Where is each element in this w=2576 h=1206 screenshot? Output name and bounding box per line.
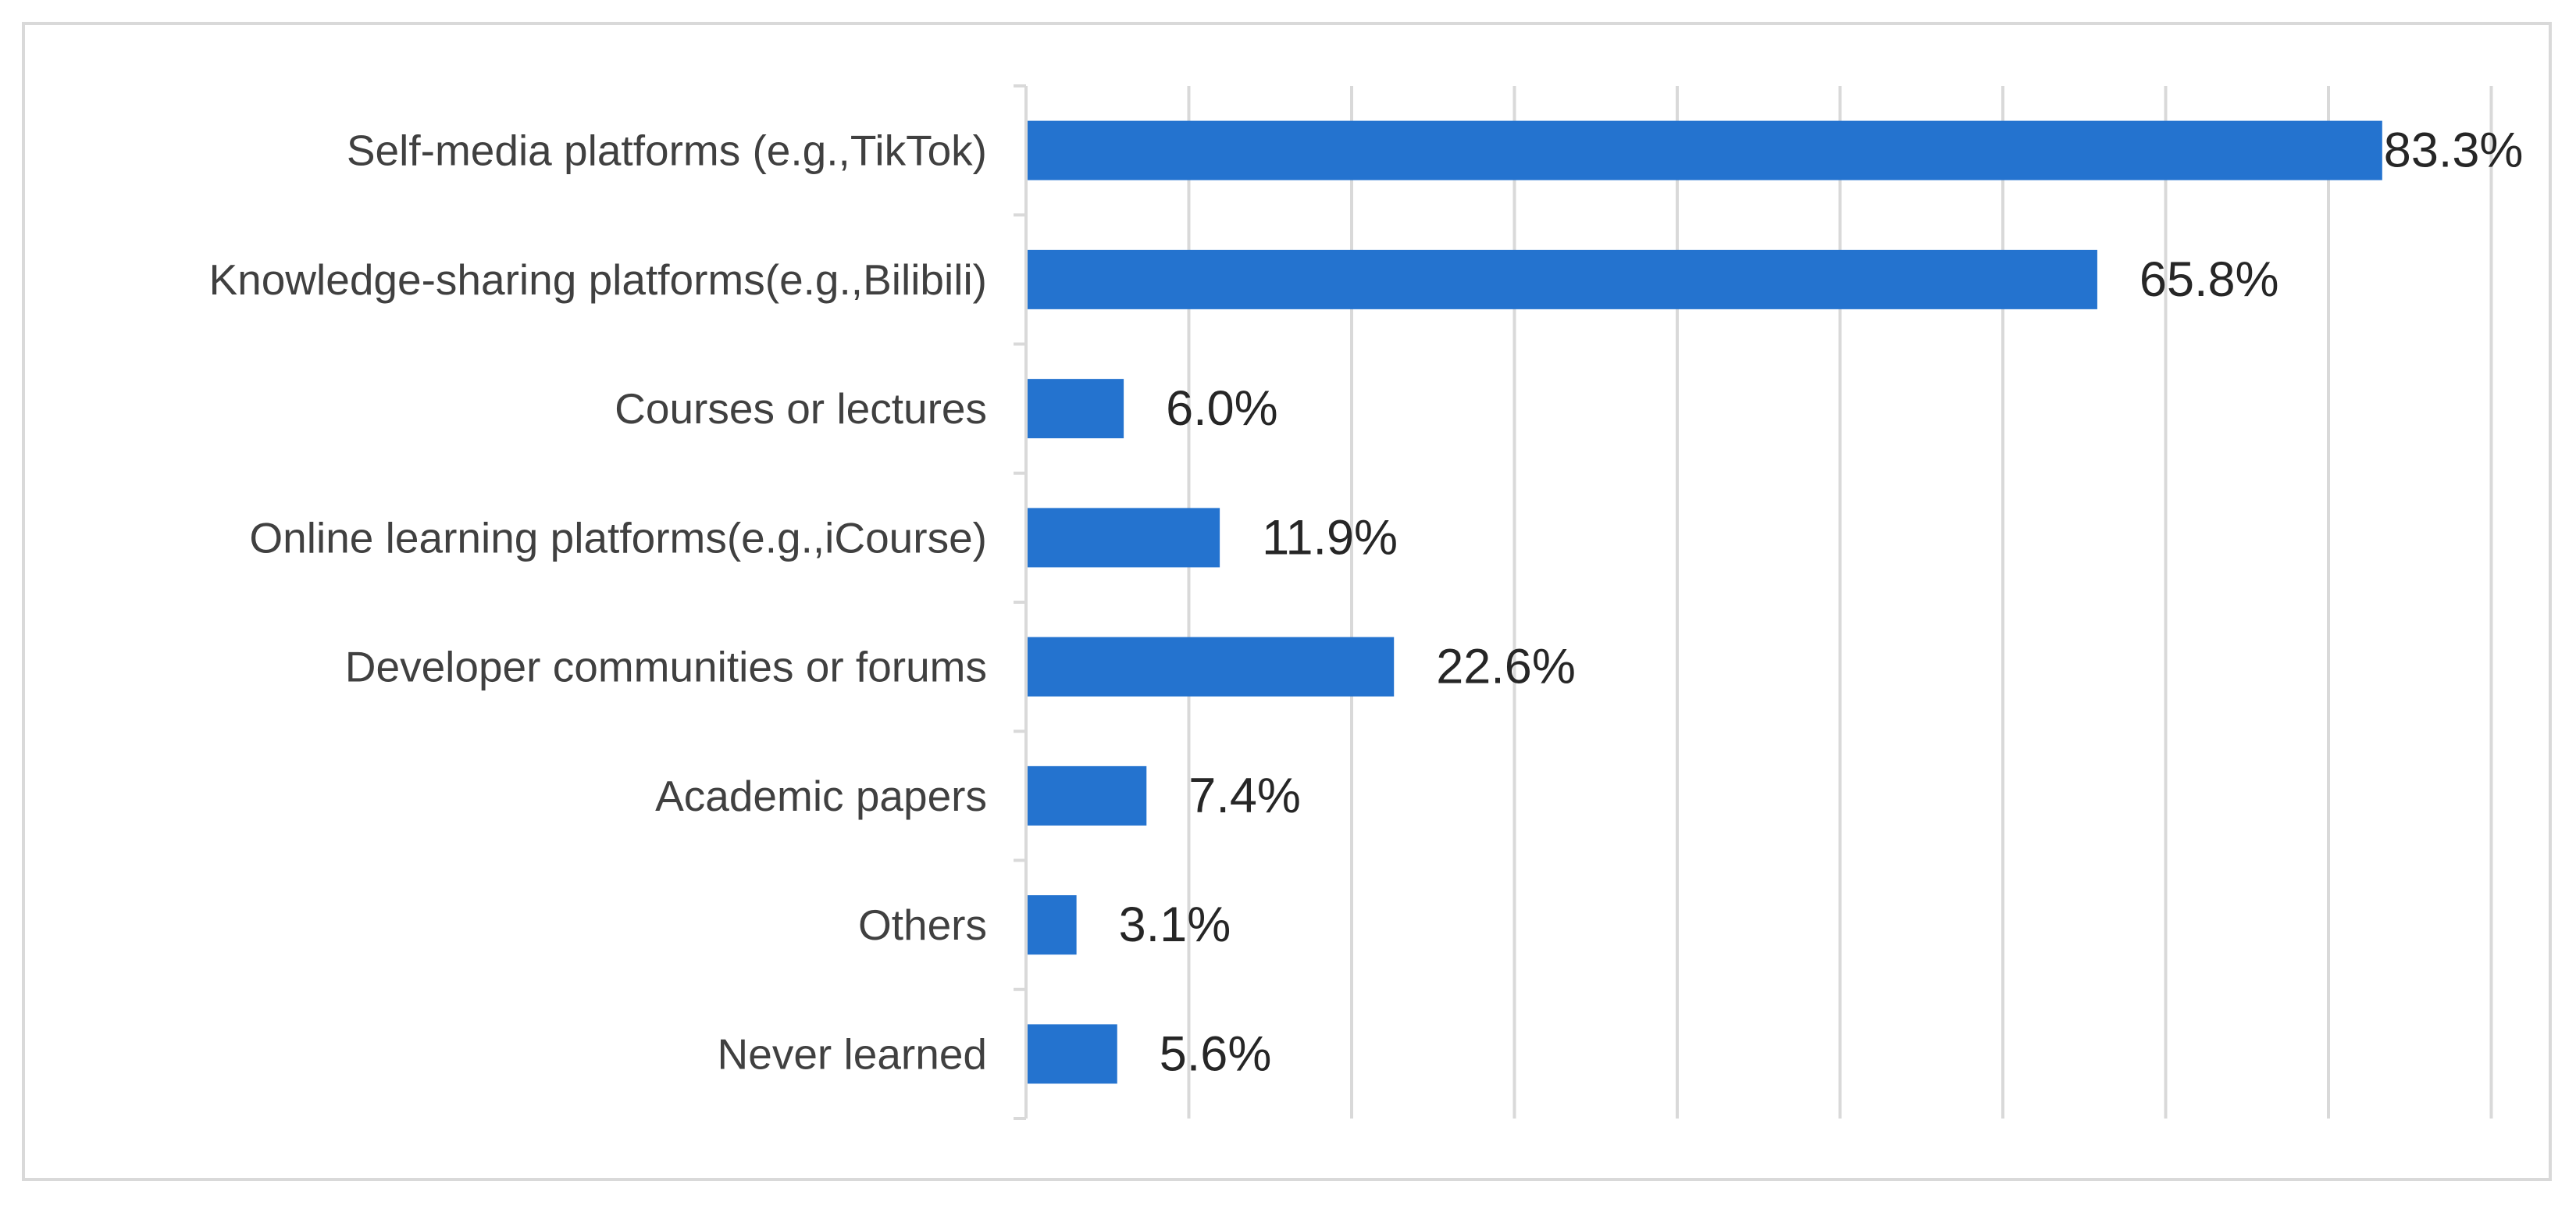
bar — [1026, 1024, 1117, 1084]
data-label: 83.3% — [2384, 123, 2524, 178]
labels: Self-media platforms (e.g.,TikTok) 83.3% K… — [208, 123, 2523, 1082]
category-label: Online learning platforms(e.g.,iCourse) — [249, 513, 987, 562]
gridlines — [1187, 86, 2493, 1119]
chart-frame — [22, 22, 2552, 1181]
category-label: Never learned — [718, 1029, 987, 1078]
data-label: 7.4% — [1188, 769, 1301, 823]
bar — [1026, 249, 2097, 309]
bar — [1026, 120, 2382, 180]
bars — [1026, 120, 2382, 1084]
bar — [1026, 765, 1147, 826]
bar — [1026, 895, 1077, 955]
category-label: Others — [858, 901, 987, 949]
data-label: 11.9% — [1262, 510, 1398, 565]
category-axis — [1014, 84, 1028, 1120]
category-label: Developer communities or forums — [345, 643, 987, 691]
data-label: 6.0% — [1166, 381, 1278, 436]
category-label: Academic papers — [655, 772, 987, 820]
category-label: Self-media platforms (e.g.,TikTok) — [347, 127, 987, 175]
data-label: 65.8% — [2140, 252, 2279, 307]
bar — [1026, 637, 1395, 697]
category-label: Knowledge-sharing platforms(e.g.,Bilibil… — [208, 255, 987, 304]
data-label: 5.6% — [1160, 1026, 1272, 1081]
category-label: Courses or lectures — [615, 384, 987, 433]
bar — [1026, 379, 1124, 439]
data-label: 3.1% — [1119, 897, 1231, 952]
bar — [1026, 508, 1220, 568]
data-label: 22.6% — [1436, 640, 1576, 694]
